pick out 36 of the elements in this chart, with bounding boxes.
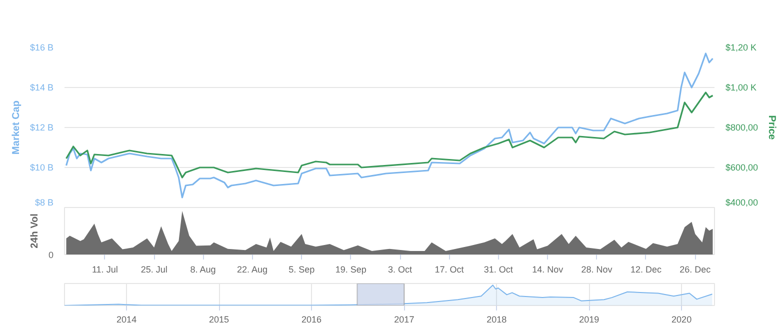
x-tick-label: 26. Dec: [680, 264, 712, 274]
x-tick-label: 2020: [672, 314, 692, 324]
x-tick-label: 12. Dec: [630, 264, 662, 274]
text: 0: [48, 250, 54, 260]
x-tick-label: 25. Jul: [140, 264, 168, 274]
x-tick-label: 2018: [486, 314, 507, 324]
y2-tick-label: $1,20 K: [726, 42, 757, 52]
y2-tick-label: $600,00: [726, 162, 758, 172]
y2-tick-label: $1,00 K: [726, 82, 757, 92]
x-tick-label: 2019: [579, 314, 600, 324]
x-tick-label: 8. Aug: [190, 264, 216, 274]
x-tick-label: 28. Nov: [581, 264, 613, 274]
y-axis-title: 24h Vol: [29, 213, 40, 248]
y-tick-label: $8 B: [34, 198, 54, 208]
x-tick-label: 2017: [394, 314, 414, 324]
y-tick-label: $14 B: [30, 82, 54, 92]
x-tick-label: 11. Jul: [92, 264, 118, 274]
x-tick-label: 2016: [301, 314, 322, 324]
x-tick-label: 22. Aug: [236, 264, 268, 274]
x-tick-label: 2015: [209, 314, 230, 324]
y-tick-label: $10 B: [30, 162, 54, 172]
y-axis-title: Market Cap: [10, 100, 22, 154]
line-series: [65, 52, 714, 198]
x-tick-label: 2014: [116, 314, 137, 324]
y2-tick-label: $800,00: [726, 122, 758, 132]
line-series: [65, 92, 714, 178]
y2-axis-title: Price: [766, 115, 778, 140]
x-tick-label: 31. Oct: [484, 264, 514, 274]
x-tick-label: 3. Oct: [388, 264, 413, 274]
y-tick-label: $12 B: [30, 122, 54, 132]
x-tick-label: 5. Sep: [288, 264, 315, 274]
y2-tick-label: $400,00: [726, 198, 758, 208]
y-tick-label: $16 B: [30, 42, 54, 52]
x-tick-label: 17. Oct: [434, 264, 464, 274]
x-tick-label: 19. Sep: [335, 264, 366, 274]
x-tick-label: 14. Nov: [532, 264, 564, 274]
